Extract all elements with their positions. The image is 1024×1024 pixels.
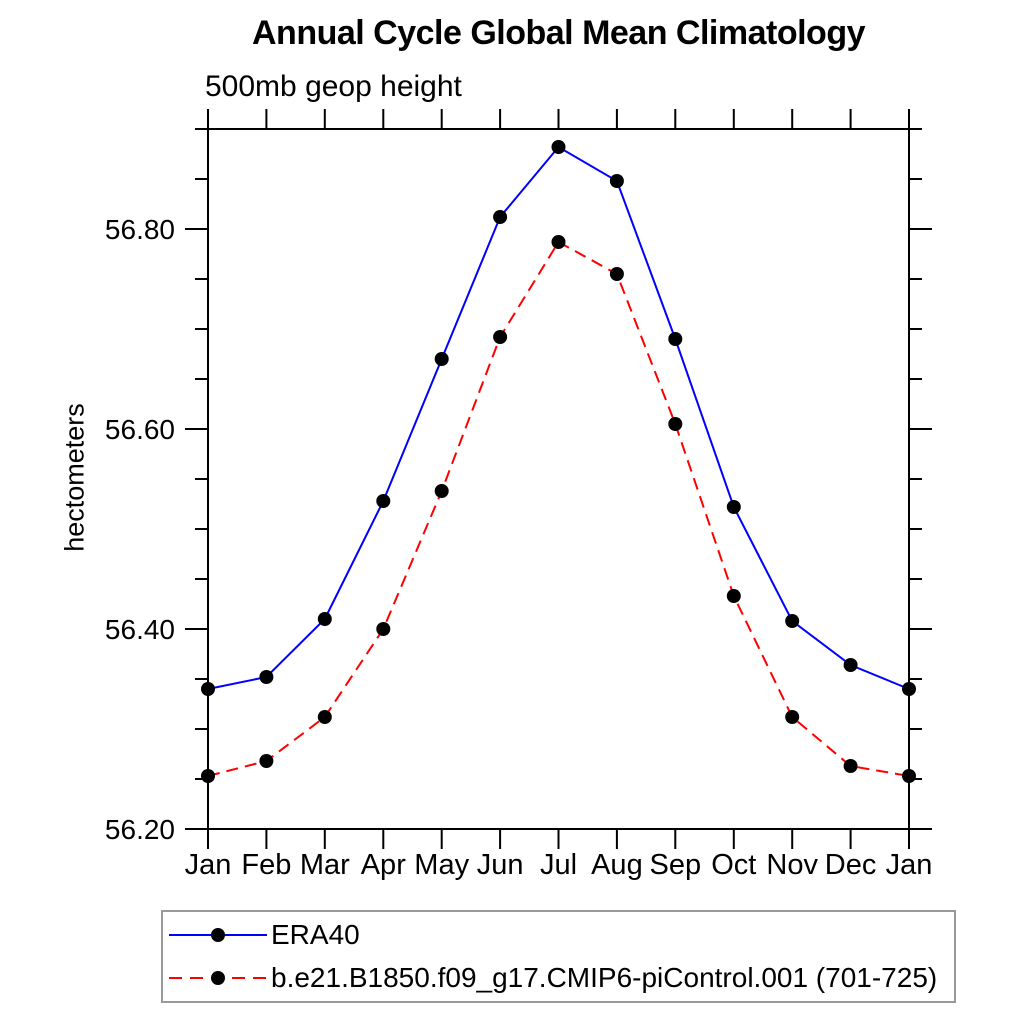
data-point (785, 710, 800, 724)
data-point (668, 417, 683, 431)
data-point (726, 589, 741, 603)
x-tick-label: Apr (361, 849, 406, 881)
legend-label-picontrol: b.e21.B1850.f09_g17.CMIP6-piControl.001 … (271, 962, 938, 993)
series-line-0 (207, 145, 910, 690)
data-point (726, 500, 741, 514)
x-tick-label: Jul (540, 849, 577, 881)
series-line-1 (207, 240, 910, 777)
y-tick-label: 56.60 (105, 414, 175, 445)
data-point (902, 769, 916, 783)
data-point (201, 682, 215, 696)
x-tick-label: Jan (185, 849, 232, 881)
data-point (843, 759, 858, 773)
data-point (434, 352, 449, 366)
data-point (609, 174, 624, 188)
data-point (259, 754, 274, 768)
data-point (785, 614, 800, 628)
data-point (259, 670, 274, 684)
legend-item-picontrol: b.e21.B1850.f09_g17.CMIP6-piControl.001 … (167, 958, 954, 998)
axis-frame (207, 128, 910, 830)
data-point (493, 210, 508, 224)
x-tick-label: Jun (477, 849, 524, 881)
x-tick-label: May (414, 849, 469, 881)
data-point (376, 622, 391, 636)
data-point (376, 494, 391, 508)
data-point (843, 658, 858, 672)
legend-label-era40: ERA40 (271, 919, 360, 950)
x-tick-label: Feb (241, 849, 291, 881)
data-point (668, 332, 683, 346)
x-tick-label: Oct (711, 849, 756, 881)
x-tick-label: Aug (591, 849, 643, 881)
data-point (317, 710, 332, 724)
x-tick-label: Dec (825, 849, 877, 881)
data-point (609, 267, 624, 281)
legend: ERA40 b.e21.B1850.f09_g17.CMIP6-piContro… (161, 910, 956, 1003)
y-tick-label: 56.20 (105, 814, 175, 845)
x-tick-label: Mar (300, 849, 350, 881)
chart-title: Annual Cycle Global Mean Climatology (252, 14, 866, 52)
y-tick-label: 56.80 (105, 214, 175, 245)
data-point (434, 484, 449, 498)
data-point (902, 682, 916, 696)
data-point (201, 769, 215, 783)
y-tick-label: 56.40 (105, 614, 175, 645)
data-point (551, 235, 566, 249)
x-tick-label: Jan (886, 849, 933, 881)
era40-line-sample-icon (169, 928, 267, 942)
data-point (493, 330, 508, 344)
picontrol-line-sample-icon (169, 971, 267, 985)
chart-subtitle: 500mb geop height (205, 70, 462, 103)
x-tick-label: Sep (649, 849, 701, 881)
data-point (551, 140, 566, 154)
x-tick-label: Nov (766, 849, 818, 881)
legend-item-era40: ERA40 (167, 915, 954, 955)
data-point (317, 612, 332, 626)
